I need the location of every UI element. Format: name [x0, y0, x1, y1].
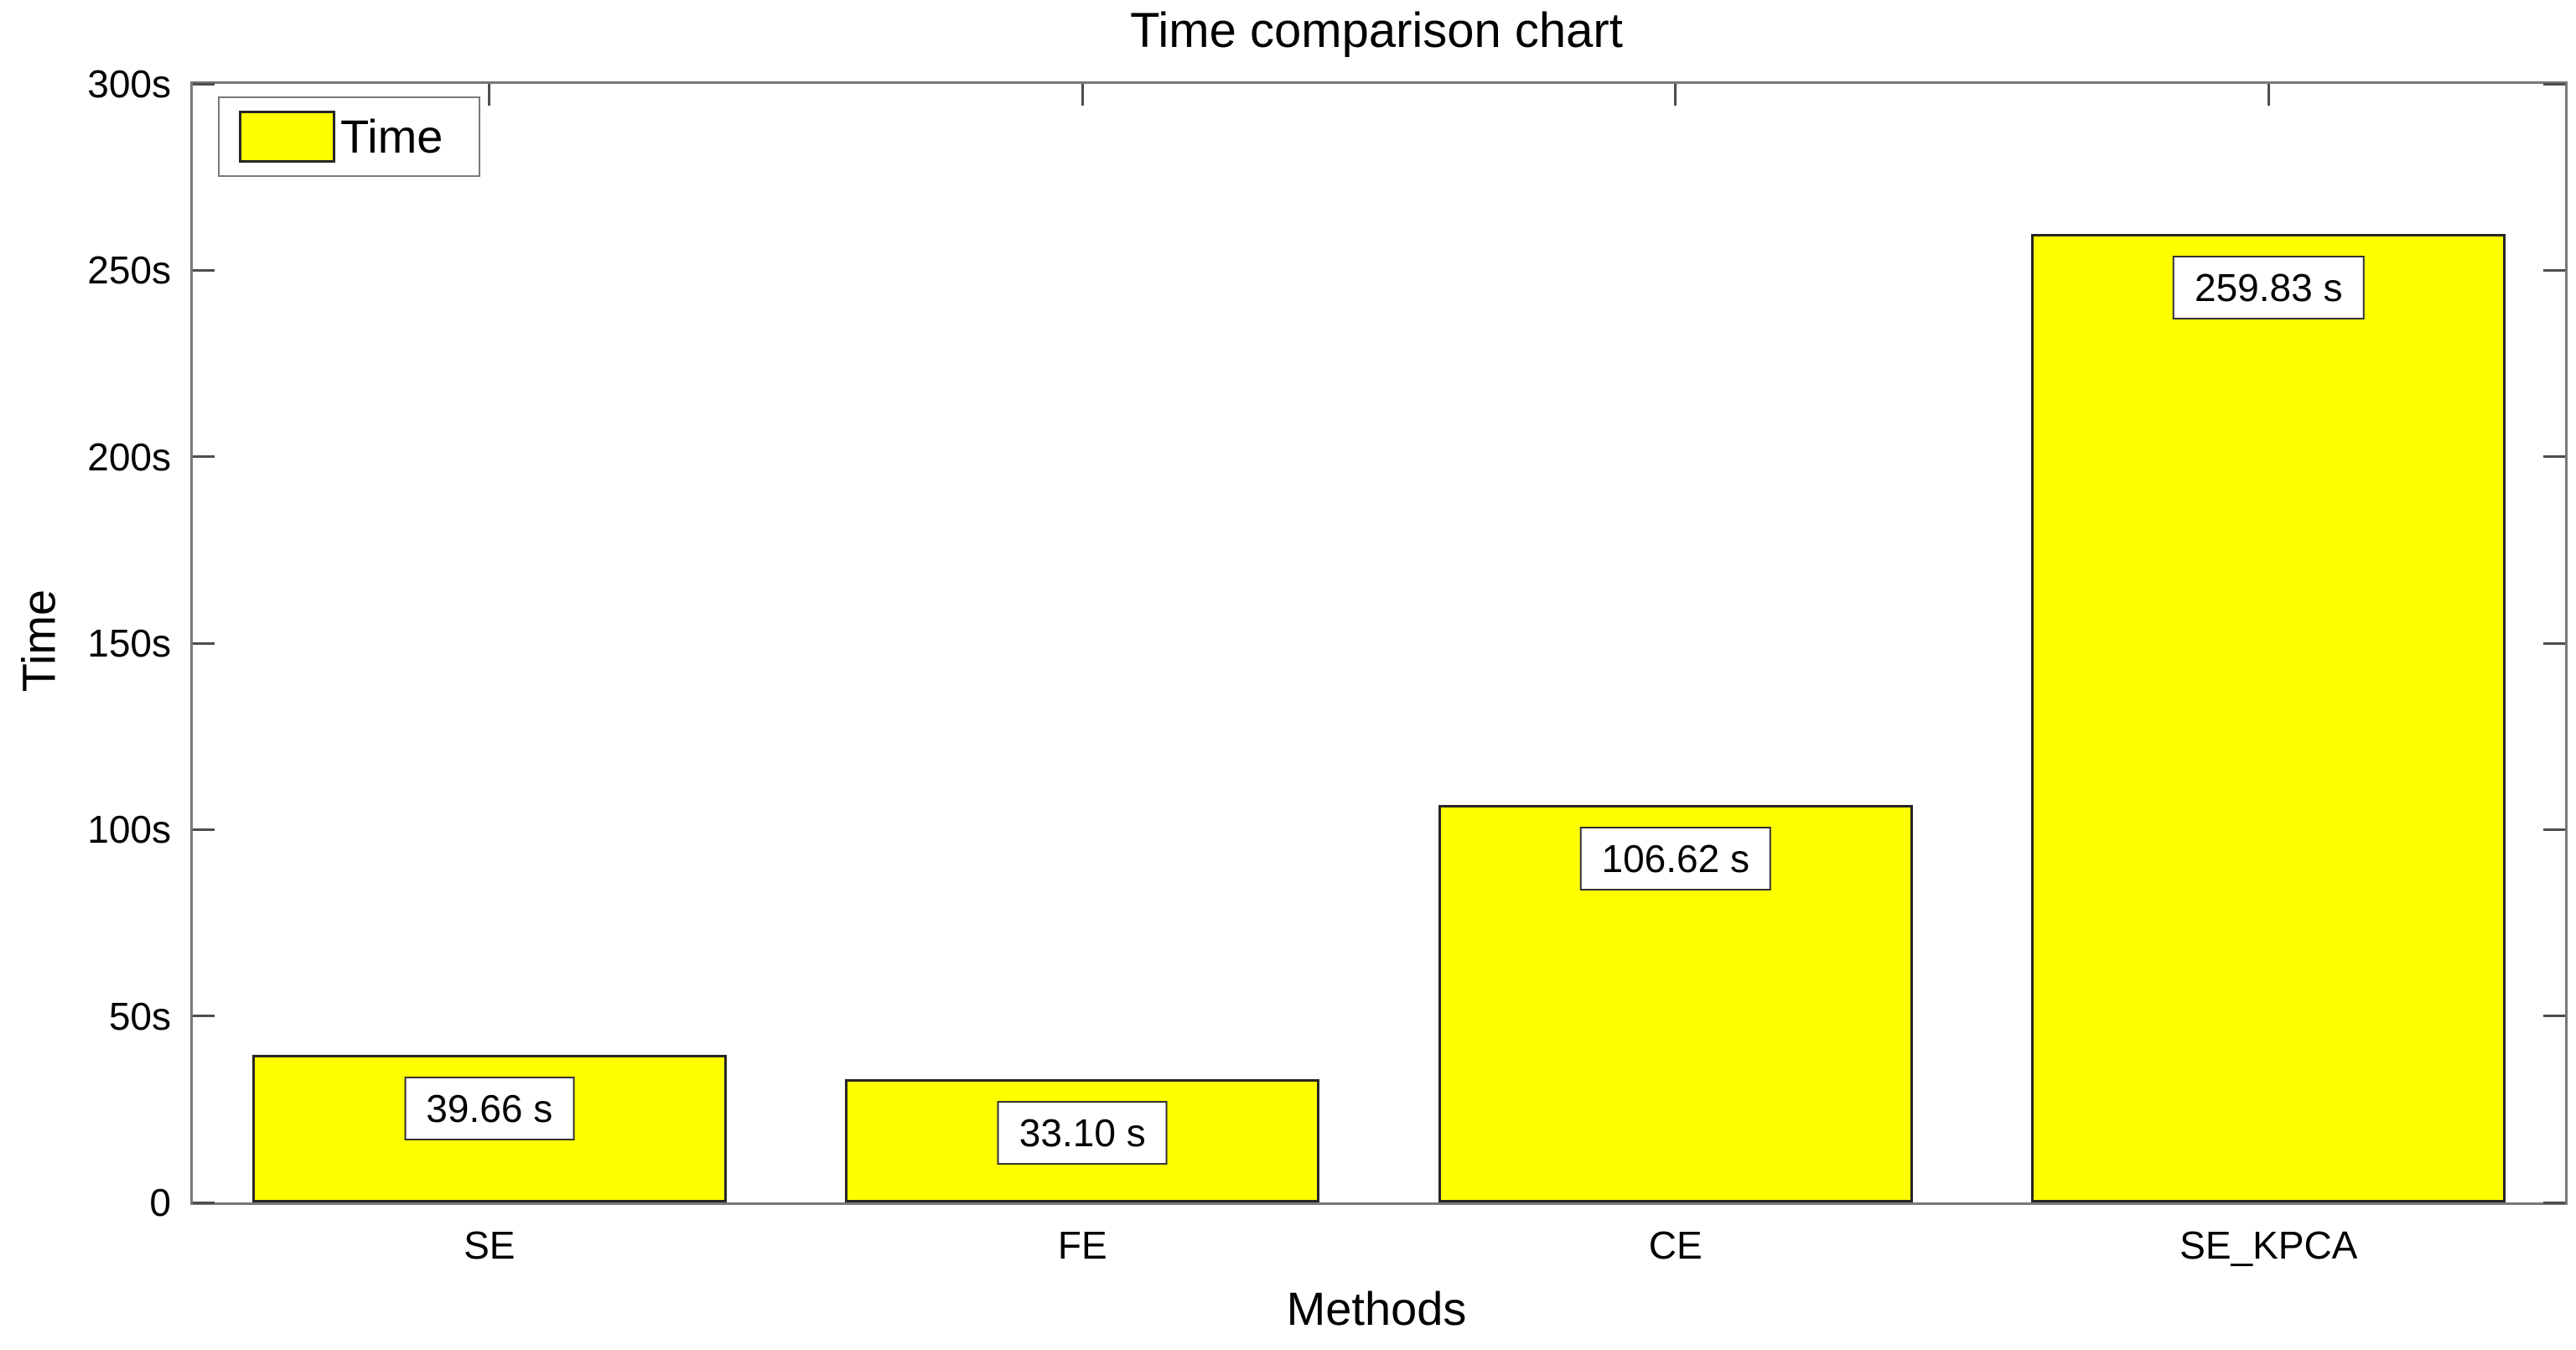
plot-area: 39.66 s 33.10 s 106.62 s 259.83 s Time [190, 81, 2568, 1205]
y-tick-label: 100s [87, 807, 171, 852]
x-tick-label: SE [464, 1223, 516, 1267]
x-tick-label: SE_KPCA [2179, 1223, 2358, 1267]
y-axis-title: Time [12, 589, 65, 693]
y-tick-mark-right [2543, 268, 2565, 272]
y-tick-mark-right [2543, 1015, 2565, 1018]
y-tick-mark-right [2543, 641, 2565, 645]
y-tick-mark-left [193, 828, 215, 831]
y-tick-label: 300s [87, 62, 171, 106]
legend-swatch [239, 111, 335, 163]
y-tick-label: 250s [87, 248, 171, 293]
y-tick-label: 150s [87, 621, 171, 665]
x-tick-mark-top [488, 84, 491, 106]
x-tick-mark-top [1674, 84, 1677, 106]
y-tick-mark-right [2543, 828, 2565, 831]
y-tick-label: 0 [149, 1181, 171, 1224]
y-tick-label: 200s [87, 434, 171, 479]
bar-value-label: 33.10 s [997, 1100, 1168, 1166]
y-tick-mark-left [193, 455, 215, 459]
x-tick-label: CE [1648, 1223, 1703, 1267]
legend: Time [218, 96, 480, 177]
y-tick-mark-left [193, 82, 215, 86]
bar-se_kpca [2031, 233, 2506, 1202]
y-tick-mark-right [2543, 1201, 2565, 1204]
x-tick-label: FE [1057, 1223, 1107, 1267]
y-tick-mark-left [193, 268, 215, 272]
y-tick-mark-left [193, 1201, 215, 1204]
chart-title: Time comparison chart [1130, 3, 1623, 58]
y-tick-mark-right [2543, 82, 2565, 86]
y-tick-mark-right [2543, 455, 2565, 459]
bar-value-label: 259.83 s [2173, 255, 2365, 320]
x-axis-title: Methods [1286, 1282, 1467, 1335]
y-tick-label: 50s [108, 994, 171, 1038]
legend-label: Time [340, 110, 443, 163]
bar-value-label: 106.62 s [1579, 826, 1771, 891]
bar-value-label: 39.66 s [404, 1076, 575, 1141]
y-tick-mark-left [193, 1015, 215, 1018]
y-tick-mark-left [193, 641, 215, 645]
x-tick-mark-top [2267, 84, 2270, 106]
x-tick-mark-top [1081, 84, 1084, 106]
